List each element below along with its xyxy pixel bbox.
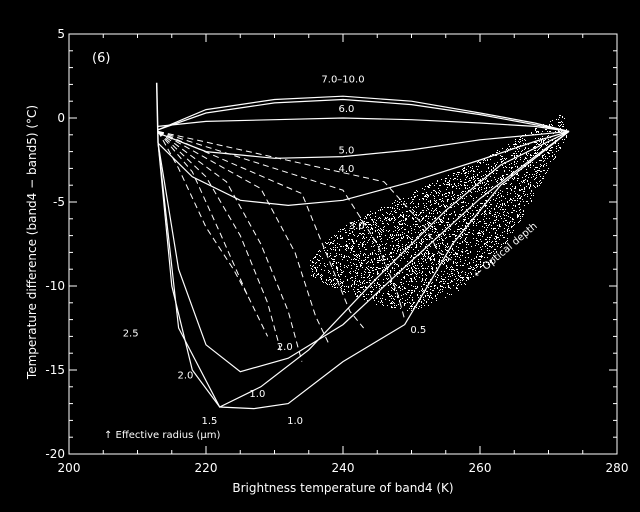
curve-label: 2.0: [277, 342, 293, 353]
optical-depth-curve: [157, 130, 303, 362]
curve-label: 4.0: [338, 164, 354, 175]
x-tick-label: 200: [58, 461, 81, 475]
effective-radius-curve: [157, 95, 570, 132]
effective-radius-curve: [157, 130, 570, 159]
optical-depth-curve: [157, 130, 364, 329]
axis-ticks: 200 220 240 260 280 5 0 -5 -10 -15 -20: [45, 27, 628, 475]
y-axis-title: Temperature difference (band4 − band5) (…: [25, 105, 39, 380]
curve-label: 1.0: [249, 389, 265, 400]
optical-depth-curve: [157, 130, 453, 262]
x-axis-title: Brightness temperature of band4 (K): [232, 481, 453, 495]
effective-radius-curve: [157, 130, 570, 373]
y-tick-label: 0: [57, 111, 65, 125]
curve-annotations: 7.0–10.0 6.0 5.0 4.0 3.0 2.5 2.0 2.0 1.0 1.5 1.0 0.…: [123, 75, 427, 427]
effective-radius-curve: [157, 130, 570, 408]
curve-label: 7.0–10.0: [321, 75, 364, 86]
edge-spike: [155, 82, 159, 144]
effective-radius-curve: [157, 130, 570, 410]
y-tick-label: -10: [45, 279, 65, 293]
y-tick-label: 5: [57, 27, 65, 41]
optical-depth-curve: [157, 130, 406, 320]
curve-label: 2.0: [177, 370, 193, 381]
effective-radius-curves: [155, 82, 570, 410]
effective-radius-curve: [158, 117, 570, 132]
x-tick-label: 240: [332, 461, 355, 475]
optical-depth-curve: [157, 131, 282, 354]
y-tick-label: -20: [45, 447, 65, 461]
x-tick-label: 260: [469, 461, 492, 475]
curve-label: 2.5: [123, 328, 139, 339]
y-tick-label: -15: [45, 363, 65, 377]
curve-label: 1.0: [287, 416, 303, 427]
curve-label: 6.0: [338, 104, 354, 115]
curve-label: 0.5: [410, 325, 426, 336]
curve-label: 3.0: [349, 221, 365, 232]
effective-radius-curve: [157, 130, 570, 207]
optical-depth-curve: [157, 131, 269, 337]
x-tick-label: 280: [606, 461, 629, 475]
curve-label: 5.0: [338, 145, 354, 156]
effective-radius-curve: [157, 98, 570, 132]
effective-radius-label: ↑ Effective radius (μm): [104, 430, 220, 441]
y-tick-label: -5: [53, 195, 65, 209]
x-tick-label: 220: [195, 461, 218, 475]
curve-label: 1.5: [201, 416, 217, 427]
optical-depth-curves: [157, 130, 453, 362]
panel-label: (6): [92, 51, 110, 66]
